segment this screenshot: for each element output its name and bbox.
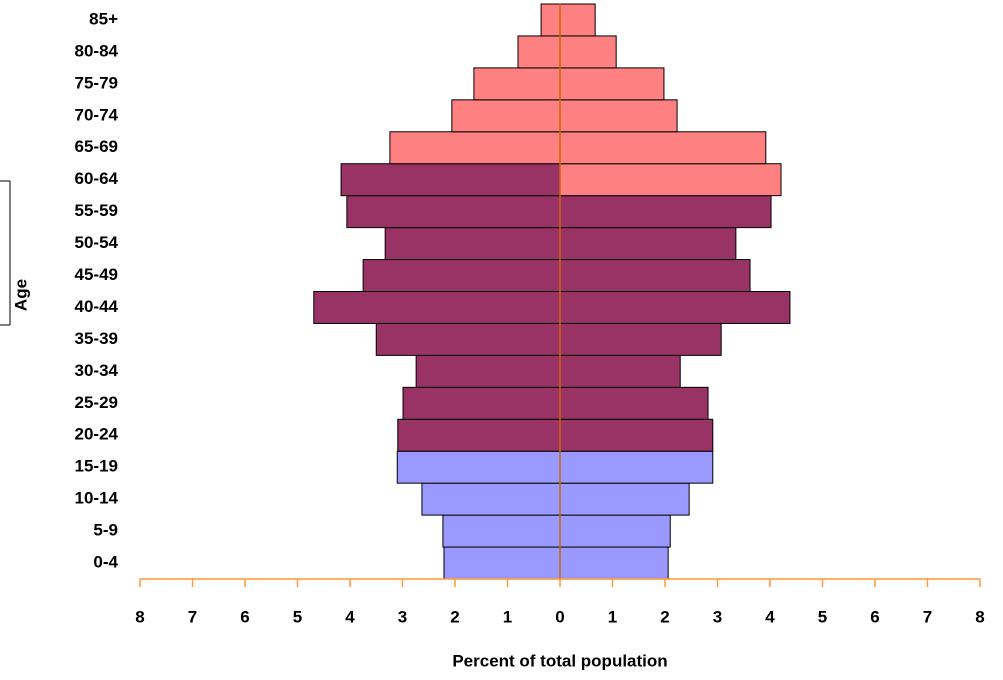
bar — [559, 514, 671, 548]
bar — [559, 354, 681, 388]
bar — [346, 195, 561, 229]
x-tick-label: 0 — [555, 607, 564, 626]
y-tick-label: 0-4 — [93, 553, 118, 572]
bar — [313, 291, 561, 324]
bar — [559, 99, 678, 133]
y-tick-label: 30-34 — [75, 361, 119, 380]
x-tick-label: 1 — [608, 607, 617, 626]
x-tick-label: 5 — [818, 607, 827, 626]
x-tick-label: 4 — [345, 607, 355, 626]
bar — [397, 418, 561, 452]
bar — [384, 227, 561, 261]
x-tick-label: 7 — [188, 607, 197, 626]
bar — [362, 259, 561, 292]
bar — [389, 131, 561, 165]
y-tick-label: 20-24 — [75, 425, 119, 444]
y-tick-label: 60-64 — [75, 169, 119, 188]
bar — [442, 514, 561, 548]
bar — [559, 546, 669, 580]
x-tick-label: 8 — [135, 607, 144, 626]
x-axis-title: Percent of total population — [452, 651, 667, 670]
bar — [559, 386, 709, 420]
y-label-box — [0, 180, 11, 326]
x-tick-label: 6 — [240, 607, 249, 626]
y-tick-label: 85+ — [89, 9, 118, 28]
x-tick-label: 5 — [293, 607, 302, 626]
y-tick-label: 55-59 — [75, 201, 118, 220]
x-tick-label: 6 — [870, 607, 879, 626]
y-tick-label: 40-44 — [75, 297, 119, 316]
y-tick-label: 50-54 — [75, 233, 119, 252]
y-tick-label: 80-84 — [75, 41, 119, 60]
y-tick-label: 25-29 — [75, 393, 118, 412]
bar — [559, 291, 791, 324]
bar — [443, 546, 561, 580]
bar — [559, 35, 617, 69]
bar — [559, 163, 782, 197]
y-tick-label: 45-49 — [75, 265, 118, 284]
bar — [396, 450, 561, 484]
bar — [559, 67, 665, 101]
y-axis-title: Age — [11, 279, 30, 311]
bar — [540, 3, 561, 37]
bar — [559, 418, 714, 452]
y-tick-label: 65-69 — [75, 137, 118, 156]
x-tick-label: 2 — [660, 607, 669, 626]
x-tick-label: 4 — [765, 607, 775, 626]
bar — [517, 35, 561, 69]
bar — [559, 259, 751, 292]
bar — [559, 322, 722, 356]
bar — [340, 163, 561, 197]
bar — [559, 3, 596, 37]
bar — [473, 67, 561, 101]
bar — [402, 386, 561, 420]
bar — [559, 482, 690, 516]
x-tick-label: 3 — [713, 607, 722, 626]
y-tick-label: 70-74 — [75, 105, 119, 124]
bar — [375, 322, 561, 356]
bar — [451, 99, 561, 133]
y-tick-label: 5-9 — [93, 521, 118, 540]
x-tick-label: 2 — [450, 607, 459, 626]
bar — [559, 450, 714, 484]
x-tick-label: 3 — [398, 607, 407, 626]
bar — [415, 354, 561, 388]
bar — [559, 131, 767, 165]
x-tick-label: 7 — [923, 607, 932, 626]
y-tick-label: 35-39 — [75, 329, 118, 348]
y-tick-label: 15-19 — [75, 457, 118, 476]
x-tick-label: 1 — [503, 607, 512, 626]
y-tick-label: 75-79 — [75, 73, 118, 92]
bar — [559, 195, 772, 229]
x-tick-label: 8 — [975, 607, 984, 626]
bar — [421, 482, 561, 516]
y-tick-label: 10-14 — [75, 489, 119, 508]
bar — [559, 227, 737, 261]
